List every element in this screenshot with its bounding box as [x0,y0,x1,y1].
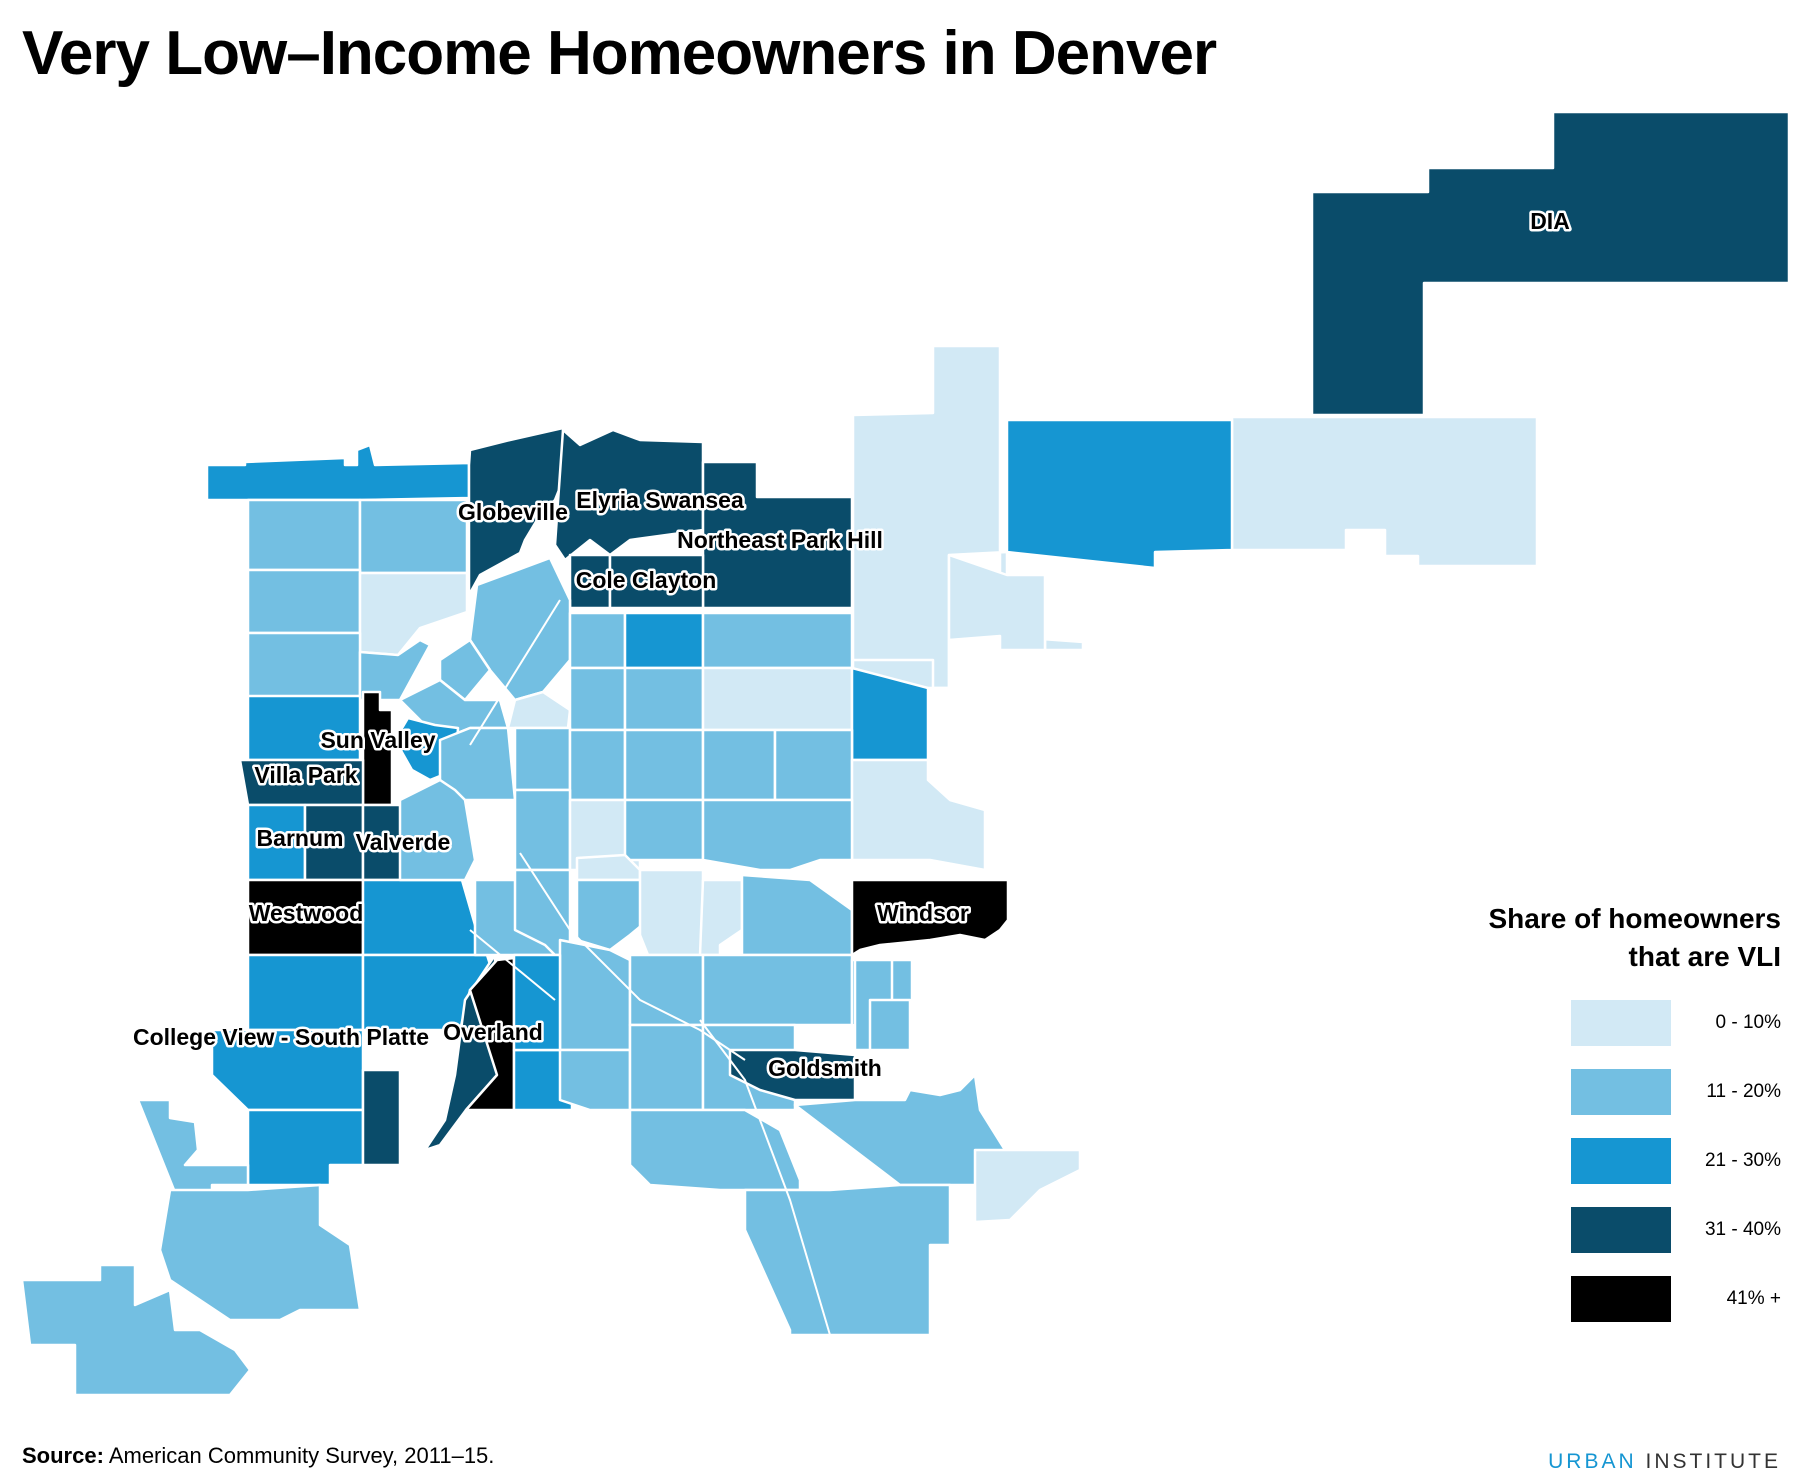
legend-label: 41% + [1726,1288,1781,1309]
neighborhood-area [361,878,489,957]
neighborhood-label: Northeast Park Hill [677,527,883,553]
neighborhood-area [553,428,705,562]
neighborhood-area [623,666,705,732]
neighborhood-label: Westwood [249,900,364,926]
legend-label: 11 - 20% [1706,1081,1781,1102]
neighborhood-area [623,611,705,670]
neighborhood-area [558,1048,632,1112]
neighborhood-label: Sun Valley [320,727,435,753]
neighborhood-area [205,443,471,502]
neighborhood-area [246,953,365,1032]
page-title: Very Low–Income Homeowners in Denver [22,19,1217,88]
neighborhood-area [568,611,627,670]
legend-label: 31 - 40% [1704,1219,1781,1240]
neighborhood-area [623,728,705,802]
neighborhood-area [701,728,777,802]
neighborhood-area [438,638,492,702]
neighborhood-area [467,426,567,597]
neighborhood-area [850,878,1010,957]
source-label: Source: [22,1443,104,1468]
neighborhood-area [638,868,705,957]
legend-item: 0 - 10% [1571,1000,1781,1046]
neighborhood-area [743,1183,952,1337]
neighborhood-label: Windsor [877,900,969,926]
neighborhood-area [358,498,469,575]
legend-swatch [1571,1276,1671,1322]
neighborhood-area [568,728,627,802]
neighborhood-area [246,1108,365,1187]
neighborhood-area [973,1148,1082,1224]
neighborhood-area [246,498,362,572]
neighborhood-area [608,553,705,610]
neighborhood-area [361,1068,402,1167]
brand-part1: URBAN [1548,1450,1637,1473]
neighborhood-area [728,1048,857,1102]
neighborhood-area [158,1183,362,1322]
neighborhood-area [575,878,650,952]
neighborhood-area [568,666,627,732]
legend-item: 31 - 40% [1571,1207,1781,1253]
legend-label: 0 - 10% [1715,1012,1781,1033]
neighborhood-label: Barnum [257,825,344,851]
legend-title-line1: Share of homeowners [1488,903,1781,934]
neighborhood-area [1005,418,1234,570]
source-text: American Community Survey, 2011–15. [103,1443,495,1468]
urban-institute-logo: URBAN INSTITUTE [1548,1450,1781,1474]
neighborhood-area [246,568,362,635]
legend-swatch [1571,1138,1671,1184]
neighborhood-area [868,998,912,1052]
neighborhood-area [850,758,987,872]
source-note: Source: American Community Survey, 2011–… [22,1443,494,1469]
highway-line [469,929,556,1001]
neighborhood-area [1230,415,1539,568]
neighborhood-area [558,938,632,1052]
neighborhood-label: Cole Clayton [576,567,717,593]
neighborhood-area [468,556,572,702]
neighborhood-label: Villa Park [254,762,357,788]
neighborhood-area [701,953,854,1027]
neighborhood-area [1310,110,1791,417]
highway-line [699,1019,831,1336]
neighborhood-label: Valverde [356,829,451,855]
neighborhood-area [701,611,854,670]
neighborhood-label: College View - South Platte [133,1024,429,1050]
neighborhood-area [701,798,854,872]
legend-title: Share of homeowners that are VLI [1488,900,1781,976]
neighborhood-label: Elyria Swansea [576,487,744,513]
neighborhood-label: Goldsmith [768,1055,882,1081]
neighborhood-area [628,953,705,1027]
highway-line [469,599,561,746]
legend-swatch [1571,1207,1671,1253]
legend-label: 21 - 30% [1704,1150,1781,1171]
neighborhood-area [793,1073,1007,1187]
legend-title-line2: that are VLI [1628,941,1781,972]
legend-swatch [1571,1000,1671,1046]
neighborhood-area [698,878,744,957]
neighborhood-label: Overland [443,1019,543,1045]
neighborhood-area [20,1263,252,1397]
legend-item: 41% + [1571,1276,1781,1322]
neighborhood-area [398,778,477,882]
neighborhood-area [740,873,854,957]
neighborhood-label: Globeville [458,499,568,525]
legend-item: 11 - 20% [1571,1069,1781,1115]
neighborhood-area [358,571,469,657]
neighborhood-area [851,553,1047,690]
neighborhood-label: DIA [1530,208,1570,234]
legend-swatch [1571,1069,1671,1115]
neighborhood-area [773,728,854,802]
neighborhood-area [628,1023,705,1112]
brand-part2: INSTITUTE [1636,1450,1781,1473]
neighborhood-area [513,726,572,792]
neighborhood-area [628,1108,802,1192]
neighborhood-area [623,798,705,862]
neighborhood-area [701,666,854,732]
legend-item: 21 - 30% [1571,1138,1781,1184]
